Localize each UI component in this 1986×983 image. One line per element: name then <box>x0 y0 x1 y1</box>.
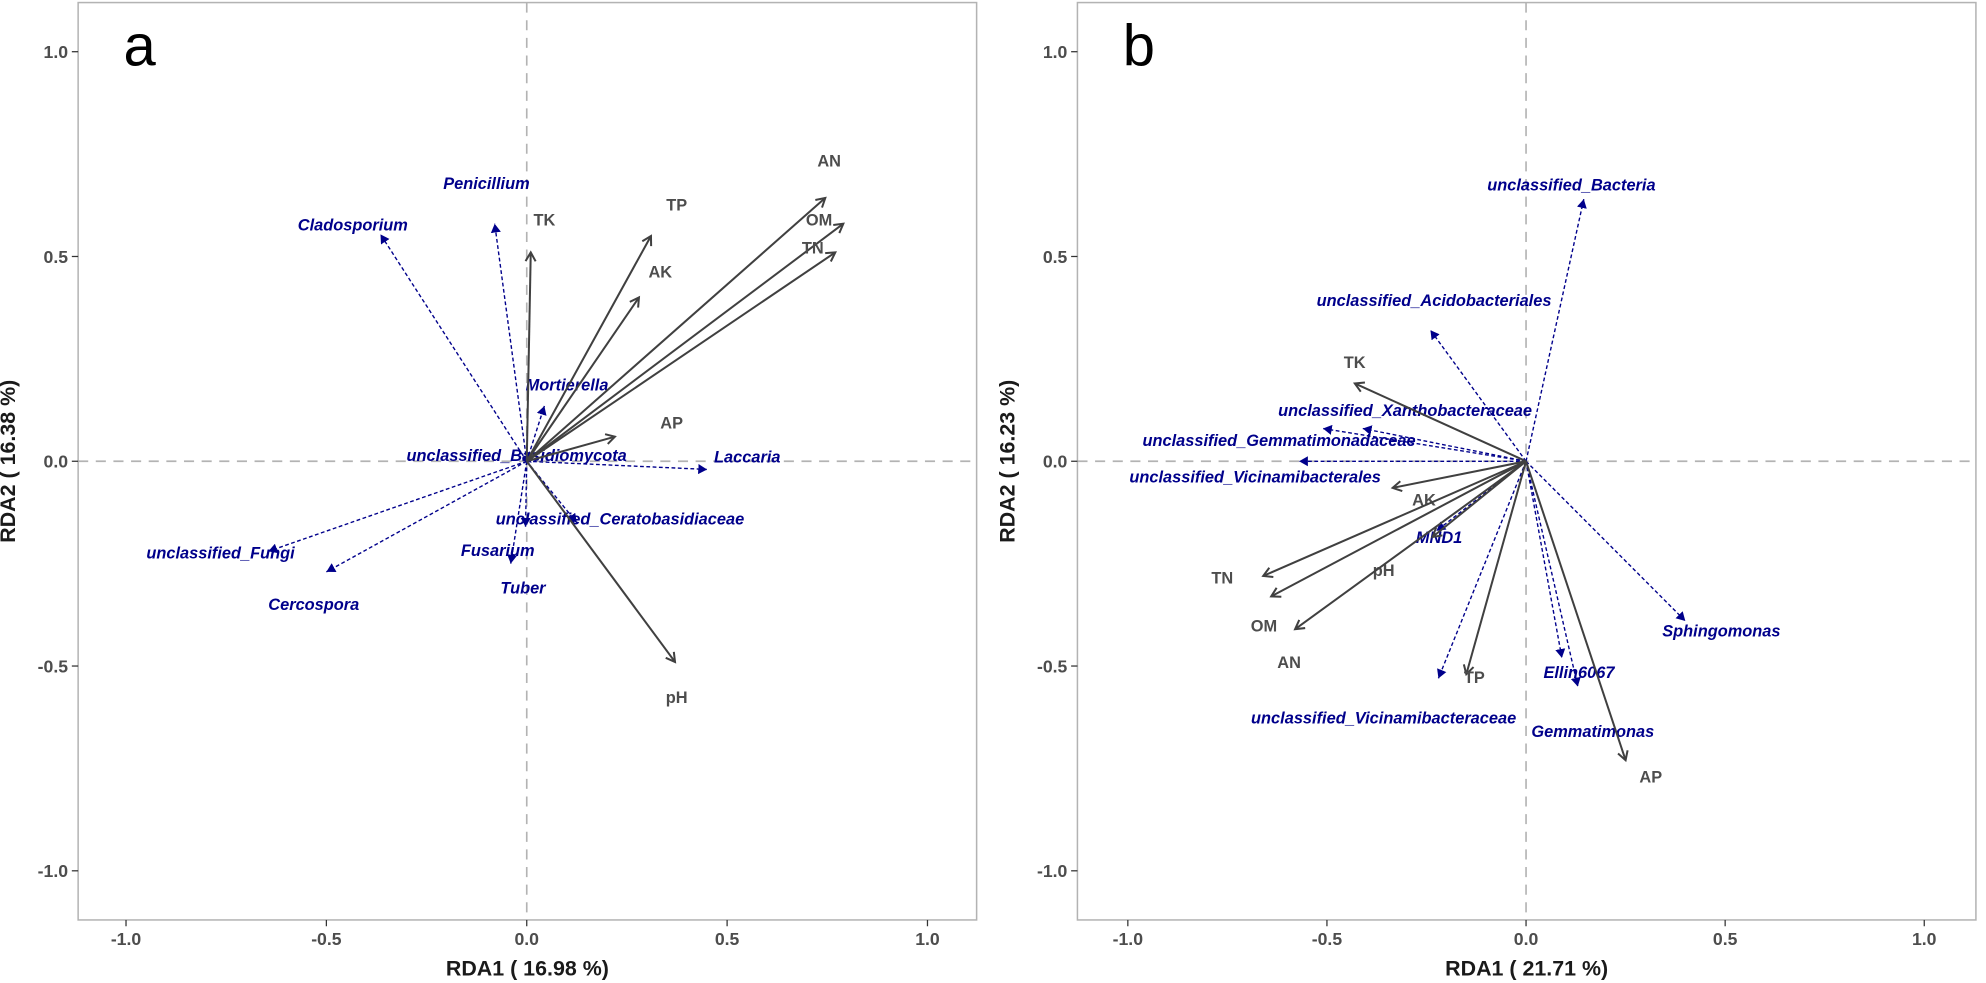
species-label: Fusarium <box>461 542 535 560</box>
env-arrow <box>1293 460 1527 631</box>
env-arrow <box>525 460 677 664</box>
y-tick-label: 0.5 <box>1043 247 1068 267</box>
panel-label: a <box>123 15 156 79</box>
panel-b: -1.0 -0.5 0.0 0.5 1.0 -1.0 -0.5 0.0 0.5 1.0 RDA1 (… <box>995 1 1977 980</box>
env-label: AK <box>1412 491 1436 509</box>
panel-a: -1.0 -0.5 0.0 0.5 1.0 -1.0 -0.5 0.0 0.5 1.0 RDA1 (… <box>0 1 978 980</box>
panel-label: b <box>1123 15 1155 79</box>
y-tick-label: -1.0 <box>38 861 69 881</box>
species-arrow <box>326 460 528 573</box>
species-label: Tuber <box>500 580 547 598</box>
env-label: TN <box>1211 569 1233 587</box>
env-label: TN <box>802 239 824 257</box>
species-label: unclassified_Acidobacteriales <box>1317 292 1552 310</box>
species-label: Cladosporium <box>298 217 408 235</box>
x-tick-label: -0.5 <box>1312 929 1343 949</box>
species-label: unclassified_Ceratobasidiaceae <box>496 510 744 528</box>
env-arrow <box>1390 460 1527 493</box>
x-tick-label: 1.0 <box>915 929 940 949</box>
y-tick-label: 0.0 <box>1043 452 1068 472</box>
species-label: Laccaria <box>714 449 780 467</box>
env-label: AK <box>648 263 672 281</box>
species-arrow <box>526 460 708 475</box>
species-label: unclassified_Gemmatimonadaceae <box>1143 432 1416 450</box>
species-arrow <box>1322 424 1527 462</box>
env-label: AP <box>660 414 683 432</box>
x-axis-label: RDA1 ( 16.98 %) <box>446 956 609 980</box>
env-arrow <box>526 196 827 463</box>
y-axis-label: RDA2 ( 16.38 %) <box>0 380 20 543</box>
env-arrow <box>526 433 617 463</box>
env-arrow <box>526 222 845 463</box>
species-label: unclassified_Xanthobacteraceae <box>1278 402 1532 420</box>
env-arrow <box>525 295 641 462</box>
y-tick-label: -0.5 <box>38 656 69 676</box>
env-label: pH <box>1373 562 1395 580</box>
species-label: unclassified_Vicinamibacterales <box>1129 469 1381 487</box>
species-arrow <box>520 461 531 527</box>
env-arrow <box>1430 460 1527 539</box>
env-arrow <box>1352 381 1527 463</box>
env-arrow <box>526 251 837 463</box>
env-label: TP <box>666 196 687 214</box>
species-arrow <box>1525 198 1587 462</box>
species-label: Gemmatimonas <box>1531 723 1654 741</box>
species-label: Penicillium <box>443 175 529 193</box>
x-tick-label: 0.0 <box>514 929 539 949</box>
species-label: Sphingomonas <box>1662 622 1780 640</box>
species-label: Cercospora <box>268 596 359 614</box>
env-label: TP <box>1464 669 1485 687</box>
species-arrow <box>1525 461 1581 687</box>
env-arrow <box>1269 460 1527 598</box>
env-arrow <box>1261 460 1527 579</box>
y-axis-label: RDA2 ( 16.23 %) <box>995 380 1019 543</box>
x-tick-label: 0.0 <box>1514 929 1539 949</box>
x-tick-label: 0.5 <box>1713 929 1738 949</box>
y-tick-label: 0.5 <box>44 247 69 267</box>
env-arrow <box>1525 460 1629 763</box>
env-arrow <box>524 250 537 462</box>
env-label: OM <box>1251 617 1277 635</box>
y-tick-label: 1.0 <box>1043 42 1068 62</box>
species-arrow <box>379 233 528 462</box>
species-arrow <box>1362 425 1527 462</box>
species-arrow <box>490 223 528 462</box>
env-label: pH <box>666 689 688 707</box>
env-arrow <box>1462 460 1528 677</box>
species-label: Ellin6067 <box>1543 664 1615 682</box>
species-arrow <box>526 405 547 462</box>
species-label: unclassified_Fungi <box>146 544 295 562</box>
x-axis-label: RDA1 ( 21.71 %) <box>1445 956 1608 980</box>
species-arrow <box>1437 460 1527 679</box>
x-tick-label: -0.5 <box>311 929 342 949</box>
species-arrow <box>507 461 528 564</box>
species-arrow <box>1429 329 1527 462</box>
y-tick-label: -1.0 <box>1037 861 1068 881</box>
x-tick-label: -1.0 <box>111 929 142 949</box>
x-tick-label: 1.0 <box>1912 929 1937 949</box>
species-label: Mortierella <box>526 377 609 395</box>
species-label: unclassified_Vicinamibacteraceae <box>1251 709 1516 727</box>
env-label: OM <box>806 212 832 230</box>
species-label: unclassified_Basidiomycota <box>407 447 627 465</box>
x-tick-label: -1.0 <box>1113 929 1144 949</box>
species-arrow <box>268 460 527 554</box>
y-tick-label: 1.0 <box>44 42 69 62</box>
y-tick-label: -0.5 <box>1037 656 1068 676</box>
env-label: TK <box>533 212 555 230</box>
env-arrow <box>525 234 653 462</box>
species-label: unclassified_Bacteria <box>1487 176 1655 194</box>
y-tick-label: 0.0 <box>44 452 69 472</box>
env-label: TK <box>1344 354 1366 372</box>
x-tick-label: 0.5 <box>715 929 740 949</box>
env-label: AP <box>1639 769 1662 787</box>
species-arrow <box>1525 461 1566 658</box>
env-label: AN <box>817 152 841 170</box>
env-label: AN <box>1277 654 1301 672</box>
